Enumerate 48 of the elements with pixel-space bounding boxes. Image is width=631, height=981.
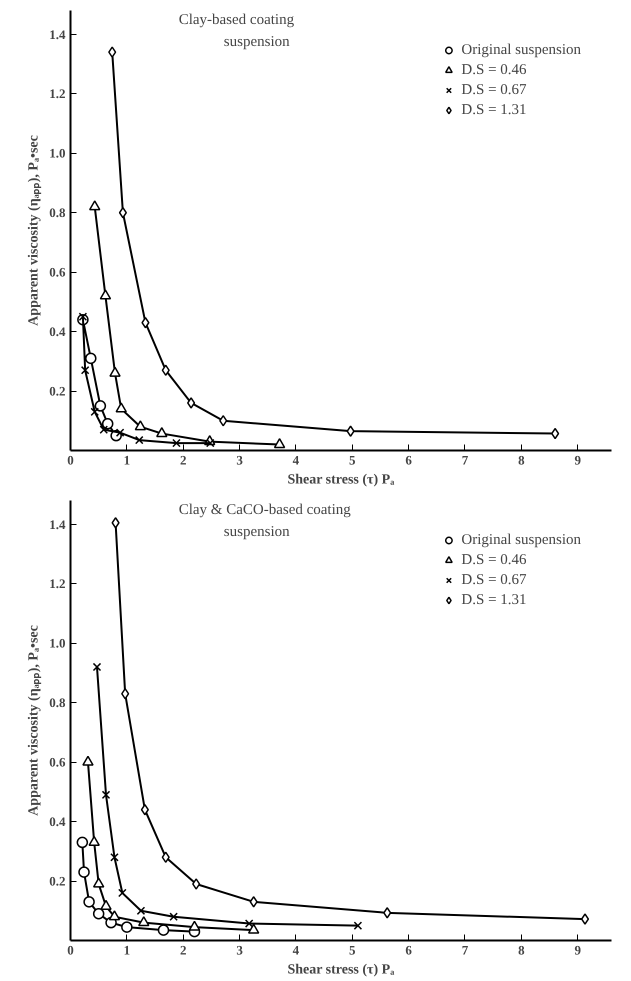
x-tick-label: 3	[236, 452, 244, 468]
x-tick-label: 5	[349, 942, 356, 958]
x-tick-label: 4	[292, 942, 300, 958]
x-tick-label: 8	[518, 942, 526, 958]
x-tick-label: 6	[405, 942, 412, 958]
y-tick-label: 1.0	[49, 146, 66, 161]
y-tick-label: 0.2	[49, 384, 66, 399]
x-tick-label: 7	[462, 452, 469, 468]
text: Clay-based coating suspension	[178, 12, 295, 50]
x-tick-label: 1	[124, 942, 130, 958]
x-axis-title: Shear stress (τ) Pₐ	[287, 472, 394, 488]
x-tick-label: 2	[180, 452, 186, 468]
x-axis-title: Shear stress (τ) Pₐ	[287, 962, 394, 978]
x-tick-label: 6	[405, 452, 412, 468]
y-tick-label: 1.4	[49, 516, 66, 532]
y-tick-label: 0.4	[49, 324, 66, 340]
y-tick-label: 1.0	[49, 636, 66, 651]
x-tick-label: 0	[67, 452, 74, 468]
legend-label: D.S = 1.31	[461, 592, 527, 608]
x-tick-label: 7	[462, 942, 469, 958]
y-axis-title: Apparent viscosity (ηₐₚₚ), Pₐ•sec	[26, 625, 42, 816]
y-tick-label: 1.4	[49, 26, 66, 42]
y-tick-label: 0.6	[49, 264, 66, 280]
y-tick-label: 0.4	[49, 814, 66, 830]
legend-label: D.S = 0.67	[461, 572, 527, 588]
legend-label: Original suspension	[461, 532, 581, 548]
x-tick-label: 4	[292, 452, 300, 468]
y-tick-label: 0.6	[49, 754, 66, 770]
legend-label: Original suspension	[461, 42, 581, 58]
x-tick-label: 3	[236, 942, 244, 958]
x-tick-label: 2	[180, 942, 186, 958]
legend-label: D.S = 0.46	[461, 552, 527, 568]
legend-label: D.S = 0.67	[461, 82, 527, 98]
x-tick-label: 5	[349, 452, 356, 468]
y-tick-label: 0.2	[49, 874, 66, 889]
y-tick-label: 0.8	[49, 695, 66, 710]
x-tick-label: 9	[574, 452, 582, 468]
text: Clay & CaCO-based coating suspension	[178, 502, 352, 540]
x-tick-label: 0	[67, 942, 74, 958]
y-tick-label: 1.2	[49, 576, 66, 592]
x-tick-label: 9	[574, 942, 582, 958]
y-tick-label: 1.2	[49, 86, 66, 102]
x-tick-label: 8	[518, 452, 526, 468]
y-tick-label: 0.8	[49, 205, 66, 220]
legend-label: D.S = 0.46	[461, 62, 527, 78]
x-tick-label: 1	[124, 452, 130, 468]
y-axis-title: Apparent viscosity (ηₐₚₚ), Pₐ•sec	[26, 135, 42, 326]
legend-label: D.S = 1.31	[461, 102, 527, 118]
